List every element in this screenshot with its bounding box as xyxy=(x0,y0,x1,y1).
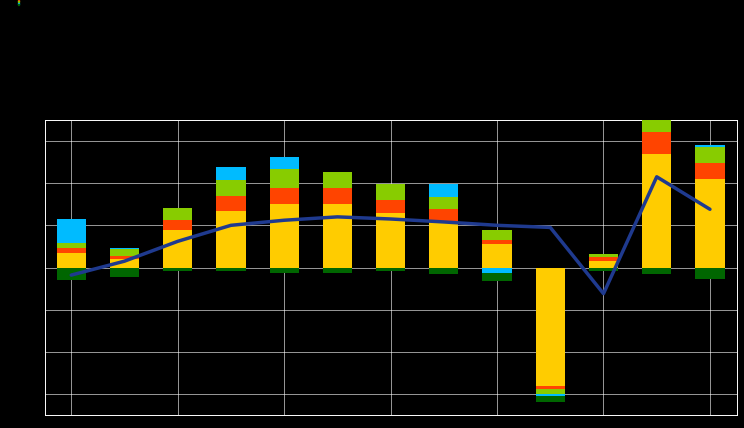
Bar xyxy=(269,204,299,268)
Bar xyxy=(536,268,565,386)
Bar xyxy=(589,253,618,257)
Bar xyxy=(269,188,299,204)
Bar xyxy=(110,250,139,256)
Bar xyxy=(482,240,512,244)
Bar xyxy=(589,268,618,271)
Bar xyxy=(217,268,246,271)
Legend: , , , , , : , , , , , xyxy=(18,0,19,5)
Bar xyxy=(429,209,458,221)
Bar xyxy=(323,268,352,273)
Bar xyxy=(536,389,565,394)
Bar xyxy=(57,268,86,280)
Bar xyxy=(376,200,405,213)
Bar xyxy=(536,394,565,396)
Bar xyxy=(642,268,671,274)
Bar xyxy=(269,157,299,169)
Bar xyxy=(429,221,458,268)
Bar xyxy=(110,268,139,277)
Bar xyxy=(110,259,139,268)
Bar xyxy=(110,248,139,250)
Bar xyxy=(429,184,458,196)
Bar xyxy=(642,78,671,116)
Bar xyxy=(536,386,565,389)
Bar xyxy=(57,220,86,243)
Bar xyxy=(57,253,86,268)
Bar xyxy=(323,204,352,268)
Bar xyxy=(482,229,512,240)
Bar xyxy=(376,184,405,200)
Bar xyxy=(217,196,246,211)
Bar xyxy=(110,256,139,259)
Bar xyxy=(163,220,193,229)
Bar xyxy=(163,268,193,271)
Bar xyxy=(642,154,671,268)
Bar xyxy=(482,273,512,281)
Bar xyxy=(589,257,618,261)
Bar xyxy=(482,268,512,273)
Bar xyxy=(696,268,725,279)
Bar xyxy=(642,133,671,154)
Bar xyxy=(163,229,193,268)
Bar xyxy=(696,145,725,147)
Bar xyxy=(217,167,246,180)
Bar xyxy=(376,268,405,271)
Bar xyxy=(589,261,618,268)
Bar xyxy=(536,396,565,402)
Bar xyxy=(642,116,671,133)
Bar xyxy=(429,268,458,274)
Bar xyxy=(429,196,458,209)
Bar xyxy=(57,248,86,253)
Bar xyxy=(696,147,725,163)
Bar xyxy=(163,208,193,220)
Bar xyxy=(323,172,352,188)
Bar xyxy=(269,268,299,273)
Bar xyxy=(696,179,725,268)
Bar xyxy=(217,211,246,268)
Bar xyxy=(323,188,352,204)
Bar xyxy=(482,244,512,268)
Bar xyxy=(376,213,405,268)
Bar xyxy=(217,180,246,196)
Bar xyxy=(269,169,299,188)
Bar xyxy=(696,163,725,179)
Bar xyxy=(57,243,86,248)
